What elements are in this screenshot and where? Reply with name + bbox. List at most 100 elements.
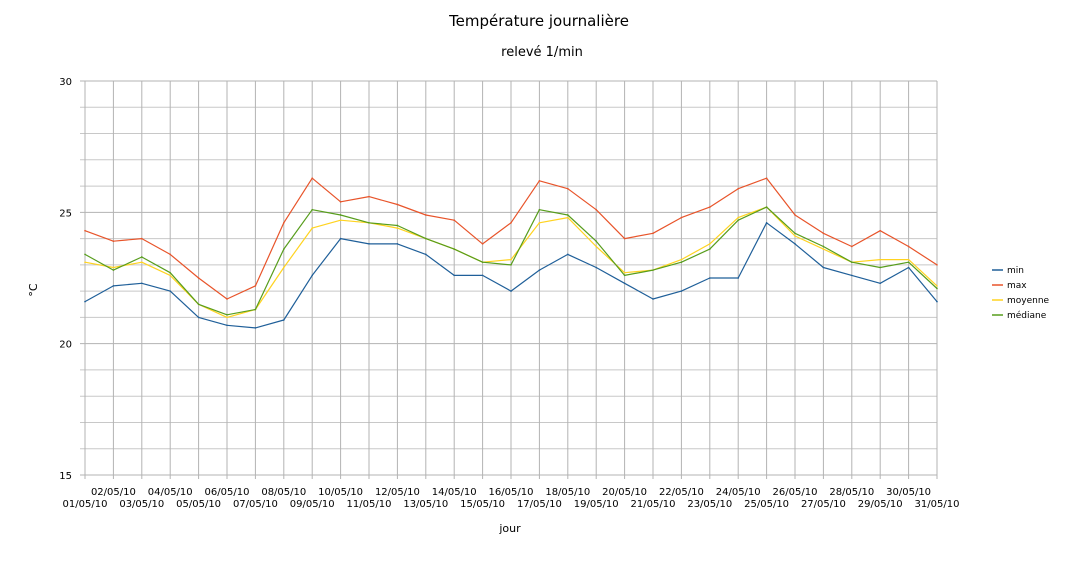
data-point [453, 274, 456, 277]
data-point [396, 243, 399, 245]
data-point [709, 277, 711, 279]
data-point [652, 298, 654, 300]
data-point [141, 282, 143, 285]
x-tick-label: 26/05/10 [773, 487, 818, 498]
data-point [595, 240, 597, 243]
data-point [623, 237, 626, 240]
data-point [254, 308, 257, 311]
data-point [623, 271, 626, 274]
x-tick-label: 15/05/10 [460, 499, 505, 510]
x-tick-label: 09/05/10 [290, 499, 335, 510]
x-tick-label: 28/05/10 [829, 487, 874, 498]
data-point [567, 253, 569, 256]
x-tick-label: 21/05/10 [631, 499, 676, 510]
data-point [794, 235, 796, 237]
data-point [907, 258, 910, 261]
data-point [765, 177, 768, 179]
data-point [652, 232, 654, 235]
data-point [538, 208, 541, 211]
data-point [112, 269, 115, 271]
x-tick-label: 23/05/10 [687, 499, 732, 510]
data-point [879, 282, 881, 285]
x-tick-label: 01/05/10 [63, 499, 108, 510]
x-tick-label: 31/05/10 [915, 499, 960, 510]
data-point [851, 261, 853, 264]
data-point [453, 219, 456, 222]
data-point [141, 237, 143, 240]
x-tick-label: 10/05/10 [318, 487, 363, 498]
data-point [368, 222, 370, 224]
data-point [84, 300, 86, 303]
x-tick-label: 08/05/10 [261, 487, 306, 498]
data-point [112, 240, 115, 243]
data-point [141, 256, 143, 258]
data-point [84, 253, 86, 256]
data-point [765, 206, 768, 208]
data-point [84, 229, 86, 232]
data-point [822, 266, 825, 269]
data-point [538, 269, 541, 271]
data-point [936, 300, 938, 303]
x-tick-label: 04/05/10 [148, 487, 193, 498]
y-axis-ticks: 15 20 25 30 [59, 77, 72, 482]
data-point [567, 187, 569, 190]
data-point [339, 201, 342, 203]
data-point [680, 216, 683, 219]
x-axis-ticks: 01/05/1002/05/1003/05/1004/05/1005/05/10… [63, 487, 960, 510]
data-point [879, 258, 881, 261]
data-point [425, 214, 427, 216]
data-point [283, 248, 285, 250]
data-point [311, 208, 314, 211]
x-tick-label: 27/05/10 [801, 499, 846, 510]
y-tick-label: 15 [59, 471, 72, 482]
data-point [822, 245, 825, 248]
data-point [197, 316, 200, 319]
data-point [368, 195, 370, 198]
data-point [737, 219, 739, 222]
data-point [510, 258, 512, 261]
data-point [680, 258, 683, 261]
data-point [822, 248, 825, 250]
data-point [339, 214, 342, 216]
data-point [595, 245, 597, 248]
data-point [709, 248, 711, 250]
data-point [879, 266, 881, 269]
legend-label: médiane [1007, 310, 1047, 321]
x-tick-label: 16/05/10 [489, 487, 534, 498]
data-point [481, 261, 484, 264]
data-point [481, 274, 484, 277]
x-tick-label: 11/05/10 [347, 499, 392, 510]
data-point [737, 216, 739, 219]
x-tick-label: 12/05/10 [375, 487, 420, 498]
data-point [936, 287, 938, 290]
data-point [510, 290, 512, 292]
x-axis-label: jour [498, 522, 521, 535]
data-point [936, 285, 938, 287]
data-point [453, 248, 456, 250]
data-point [425, 253, 427, 256]
data-point [737, 277, 739, 279]
x-tick-label: 30/05/10 [886, 487, 931, 498]
data-point [84, 261, 86, 264]
x-tick-label: 13/05/10 [403, 499, 448, 510]
data-point [907, 261, 910, 264]
data-point [425, 237, 427, 240]
data-point [254, 327, 257, 329]
data-point [226, 324, 228, 327]
data-point [652, 269, 654, 271]
data-point [822, 232, 825, 235]
x-tick-label: 25/05/10 [744, 499, 789, 510]
data-point [936, 264, 938, 266]
series-lines [84, 177, 938, 329]
y-axis-label: °C [27, 283, 40, 297]
data-point [794, 214, 796, 216]
data-point [737, 187, 739, 190]
legend-label: max [1007, 281, 1027, 291]
x-tick-label: 06/05/10 [205, 487, 250, 498]
data-point [851, 274, 853, 277]
x-tick-label: 19/05/10 [574, 499, 619, 510]
data-point [680, 261, 683, 264]
x-tick-label: 07/05/10 [233, 499, 278, 510]
data-point [169, 274, 171, 277]
